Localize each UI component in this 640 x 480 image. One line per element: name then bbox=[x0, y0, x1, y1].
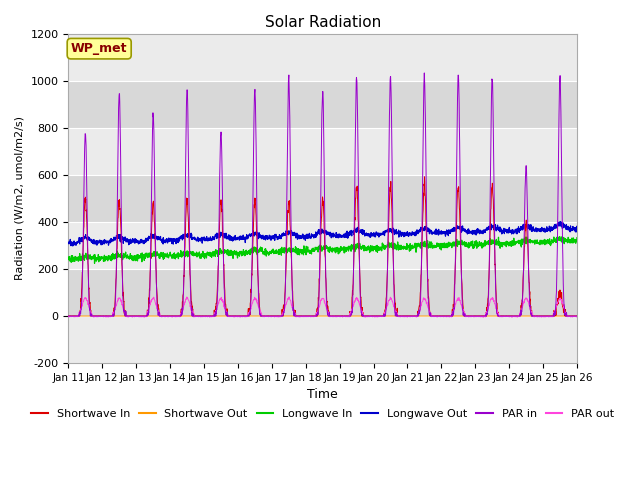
Bar bbox=[68, 316, 577, 363]
Legend: Shortwave In, Shortwave Out, Longwave In, Longwave Out, PAR in, PAR out: Shortwave In, Shortwave Out, Longwave In… bbox=[27, 405, 619, 423]
Title: Solar Radiation: Solar Radiation bbox=[264, 15, 381, 30]
Y-axis label: Radiation (W/m2, umol/m2/s): Radiation (W/m2, umol/m2/s) bbox=[15, 117, 25, 280]
Bar bbox=[68, 222, 577, 269]
Text: WP_met: WP_met bbox=[71, 42, 127, 55]
Bar bbox=[68, 175, 577, 222]
Bar bbox=[68, 269, 577, 316]
Bar bbox=[68, 81, 577, 128]
Bar bbox=[68, 128, 577, 175]
X-axis label: Time: Time bbox=[307, 388, 338, 401]
Bar bbox=[68, 34, 577, 81]
